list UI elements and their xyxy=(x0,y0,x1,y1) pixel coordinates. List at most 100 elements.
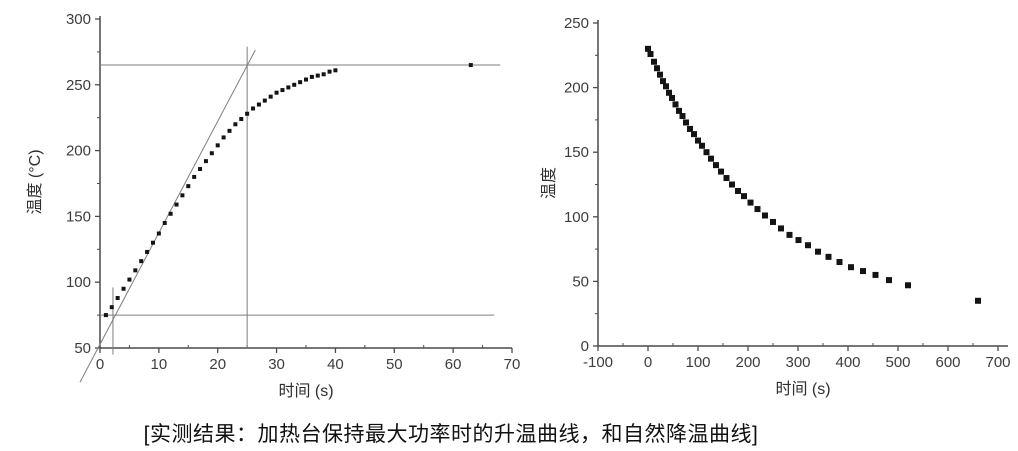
x-axis: -100 0 100 200 300 400 500 600 700 xyxy=(583,343,1011,371)
data-point xyxy=(174,202,179,207)
data-point xyxy=(327,69,332,74)
data-point xyxy=(708,155,714,162)
data-point xyxy=(203,159,208,164)
data-point xyxy=(227,128,232,133)
x-tick-label: 0 xyxy=(644,354,652,371)
x-tick-label: 70 xyxy=(504,356,521,373)
data-point xyxy=(695,137,701,144)
y-tick-label: 200 xyxy=(564,80,589,97)
x-tick-label: 100 xyxy=(685,354,710,371)
data-point xyxy=(103,313,108,318)
data-point xyxy=(805,242,811,249)
x-tick-label: 600 xyxy=(935,354,960,371)
data-point xyxy=(239,117,244,122)
cooling-chart-plot: -100 0 100 200 300 400 500 600 70005010015020025… xyxy=(540,15,1011,398)
data-point xyxy=(836,259,843,266)
data-point xyxy=(139,259,144,264)
x-axis-title: 时间 (s) xyxy=(775,380,830,398)
data-point xyxy=(651,58,657,65)
data-point xyxy=(886,277,892,284)
data-point xyxy=(156,231,161,236)
data-point xyxy=(645,45,651,52)
y-tick-label: 250 xyxy=(66,77,91,94)
data-point xyxy=(245,111,250,116)
y-tick-label: 100 xyxy=(564,209,589,226)
data-point xyxy=(209,151,214,156)
data-point xyxy=(747,199,754,206)
x-tick-label: 40 xyxy=(327,356,344,373)
heating-chart-plot: 0 10 20 30 40 50 60 70 50 100 150 200 250 300 时间 (s) 温度… xyxy=(26,11,521,400)
data-point xyxy=(848,264,854,271)
data-point xyxy=(309,74,314,79)
x-axis-title: 时间 (s) xyxy=(278,382,333,400)
data-point xyxy=(723,175,730,182)
data-point xyxy=(162,220,167,225)
annotation-lines xyxy=(79,46,501,383)
data-point xyxy=(676,107,682,114)
data-point xyxy=(975,297,981,304)
data-point xyxy=(198,167,203,172)
y-tick-label: 250 xyxy=(564,15,589,32)
data-point xyxy=(703,149,710,156)
data-point xyxy=(268,94,273,99)
axes xyxy=(597,20,1008,347)
tangent-line xyxy=(79,49,256,383)
data-point xyxy=(754,206,761,213)
data-point xyxy=(660,78,666,85)
data-point xyxy=(669,94,675,101)
x-tick-label: -100 xyxy=(583,354,613,371)
data-point xyxy=(150,240,155,245)
data-point xyxy=(647,51,654,58)
x-tick-label: 300 xyxy=(785,354,810,371)
y-tick-label: 200 xyxy=(66,143,91,160)
y-tick-label: 300 xyxy=(66,11,91,28)
data-point xyxy=(672,101,679,108)
data-point xyxy=(292,82,297,87)
data-point xyxy=(770,218,776,225)
x-tick-label: 200 xyxy=(735,354,760,371)
data-point xyxy=(468,63,473,68)
data-point xyxy=(251,106,256,111)
data-point xyxy=(215,143,220,148)
y-axis-title: 温度 (°C) xyxy=(26,149,44,214)
x-tick-label: 400 xyxy=(835,354,860,371)
data-points xyxy=(645,45,981,304)
x-tick-label: 50 xyxy=(386,356,403,373)
y-axis: 0 50 100 150 200 250 xyxy=(564,15,598,355)
data-point xyxy=(691,131,697,138)
x-tick-label: 20 xyxy=(209,356,226,373)
heating-chart: 0 10 20 30 40 50 60 70 50 100 150 200 250 300 时间 (s) 温度… xyxy=(0,0,540,412)
data-points xyxy=(103,63,473,318)
data-point xyxy=(699,142,705,149)
y-tick-label: 150 xyxy=(564,144,589,161)
data-point xyxy=(741,193,747,200)
data-point xyxy=(333,68,338,73)
data-point xyxy=(657,71,663,78)
data-point xyxy=(221,135,226,140)
y-tick-label: 150 xyxy=(66,208,91,225)
data-point xyxy=(280,88,285,93)
data-point xyxy=(735,187,741,194)
data-point xyxy=(145,249,150,254)
cooling-chart: -100 0 100 200 300 400 500 600 700 0 50 100 150 200 25… xyxy=(528,0,1018,412)
data-point xyxy=(121,286,126,291)
y-axis: 50 100 150 200 250 300 xyxy=(66,11,100,357)
x-tick-label: 500 xyxy=(885,354,910,371)
x-axis: 0 10 20 30 40 50 60 70 xyxy=(96,345,521,373)
data-point xyxy=(168,211,173,216)
data-point xyxy=(679,113,686,120)
data-point xyxy=(815,248,821,255)
data-point xyxy=(274,90,279,95)
data-point xyxy=(180,193,185,198)
data-point xyxy=(262,98,267,103)
data-point xyxy=(115,295,120,300)
data-point xyxy=(860,268,866,275)
data-point xyxy=(762,212,768,219)
data-point xyxy=(186,184,191,189)
data-point xyxy=(663,83,669,90)
data-point xyxy=(666,89,672,96)
axes xyxy=(99,16,512,349)
y-tick-label: 50 xyxy=(74,340,91,357)
data-point xyxy=(654,65,660,72)
